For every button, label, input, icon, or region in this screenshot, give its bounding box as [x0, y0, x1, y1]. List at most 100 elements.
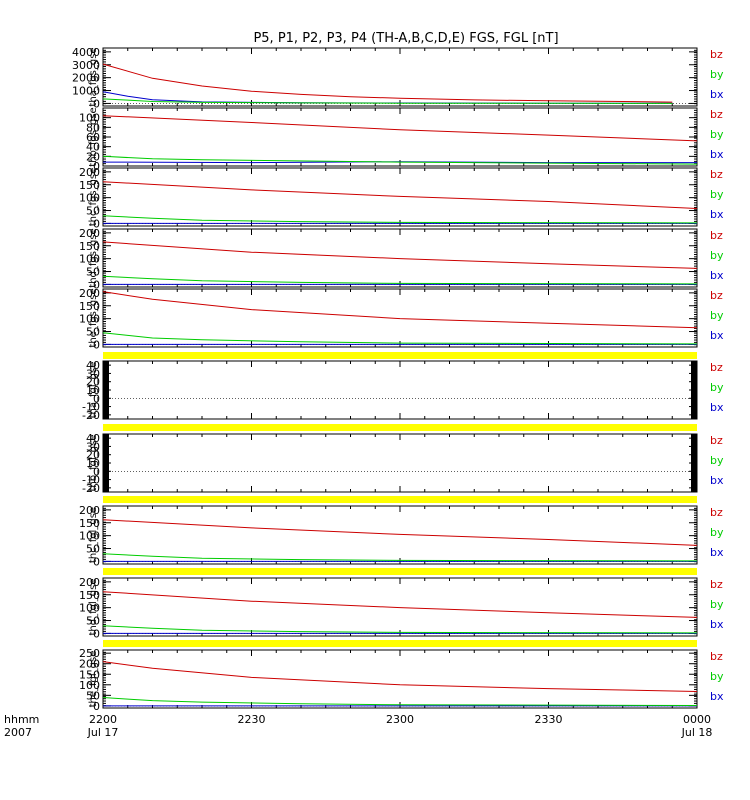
y-tick-label: 30	[86, 367, 100, 380]
y-tick-label: 50	[86, 205, 100, 218]
legend-bz: bz	[710, 229, 723, 242]
separator-band	[103, 496, 697, 503]
y-tick-label: 10	[86, 384, 100, 397]
separator-band	[103, 424, 697, 431]
y-tick-label: 20	[86, 150, 100, 163]
y-tick-label: 0	[93, 97, 100, 110]
y-tick-label: 200	[79, 287, 100, 300]
legend-bz: bz	[710, 108, 723, 121]
y-axis-label: thc_fgl_gse	[88, 507, 99, 563]
series-line-bz	[102, 519, 698, 546]
y-tick-label: 100	[79, 253, 100, 266]
x-tick-date-label: Jul 18	[681, 726, 713, 739]
y-tick-label: 150	[79, 517, 100, 530]
y-tick-label: -20	[82, 482, 100, 495]
x-tick-label: 2300	[386, 713, 414, 726]
y-tick-label: 0	[93, 338, 100, 351]
y-tick-label: 4000	[72, 46, 100, 59]
legend-bz: bz	[710, 289, 723, 302]
y-tick-label: -10	[82, 401, 100, 414]
x-tick-label: 0000	[683, 713, 711, 726]
y-tick-label: 0	[93, 160, 100, 173]
series-line-bz	[102, 115, 698, 142]
legend-bx: bx	[710, 401, 724, 414]
y-axis-label: thc_fgs_gse	[88, 168, 99, 227]
y-tick-label: 100	[79, 530, 100, 543]
y-tick-label: 200	[79, 576, 100, 589]
y-axis-label: the_fgs_gse	[88, 288, 99, 347]
data-gap-bar-left	[103, 361, 109, 419]
legend-bx: bx	[710, 88, 724, 101]
y-tick-label: 30	[86, 440, 100, 453]
legend-bz: bz	[710, 578, 723, 591]
legend-bx: bx	[710, 474, 724, 487]
legend-by: by	[710, 68, 724, 81]
time-axis-left-label: hhmm	[4, 713, 39, 726]
y-tick-label: 40	[86, 359, 100, 372]
y-tick-label: 60	[86, 131, 100, 144]
time-axis-left-label: 2007	[4, 726, 32, 739]
y-tick-label: 100	[79, 192, 100, 205]
panel-frame	[102, 228, 698, 288]
legend-bz: bz	[710, 168, 723, 181]
panel-frame	[102, 47, 698, 107]
legend-bz: bz	[710, 650, 723, 663]
separator-band	[103, 568, 697, 575]
series-line-bz	[102, 63, 673, 103]
legend-by: by	[710, 128, 724, 141]
y-tick-label: 0	[93, 555, 100, 568]
y-tick-label: 2000	[72, 72, 100, 85]
legend-bx: bx	[710, 618, 724, 631]
y-tick-label: 100	[79, 679, 100, 692]
y-tick-label: 0	[93, 278, 100, 291]
legend-by: by	[710, 381, 724, 394]
y-tick-label: 40	[86, 432, 100, 445]
x-tick-label: 2230	[238, 713, 266, 726]
y-tick-label: 0	[93, 217, 100, 230]
separator-band	[103, 352, 697, 359]
chart-title: P5, P1, P2, P3, P4 (TH-A,B,C,D,E) FGS, F…	[253, 31, 558, 46]
panel-frame	[102, 167, 698, 227]
legend-by: by	[710, 526, 724, 539]
y-tick-label: 100	[79, 112, 100, 125]
legend-bx: bx	[710, 269, 724, 282]
y-tick-label: 50	[86, 689, 100, 702]
series-line-bz	[102, 661, 698, 692]
y-tick-label: 50	[86, 326, 100, 339]
x-tick-date-label: Jul 17	[87, 726, 119, 739]
series-line-by	[102, 697, 698, 706]
legend-by: by	[710, 188, 724, 201]
y-tick-label: 50	[86, 266, 100, 279]
panel-frame	[102, 649, 698, 709]
y-tick-label: 40	[86, 141, 100, 154]
series-line-bz	[102, 591, 698, 618]
series-line-by	[102, 625, 698, 634]
y-tick-label: 50	[86, 543, 100, 556]
y-axis-label: tha_fgl_gse	[88, 362, 99, 419]
legend-bx: bx	[710, 690, 724, 703]
y-axis-label: tha_fgs_gse	[88, 47, 99, 106]
y-tick-label: 150	[79, 240, 100, 253]
panel-frame	[102, 288, 698, 348]
y-axis-label: thb_fgl_gse	[88, 435, 99, 492]
data-gap-bar-right	[691, 361, 697, 419]
y-axis-label: thd_fgl_gse	[88, 579, 99, 636]
series-line-by	[102, 275, 698, 285]
y-tick-label: 20	[86, 449, 100, 462]
y-tick-label: 100	[79, 602, 100, 615]
series-line-bz	[102, 291, 698, 329]
y-tick-label: 80	[86, 121, 100, 134]
y-tick-label: 0	[93, 465, 100, 478]
y-tick-label: 200	[79, 504, 100, 517]
y-tick-label: 200	[79, 227, 100, 240]
